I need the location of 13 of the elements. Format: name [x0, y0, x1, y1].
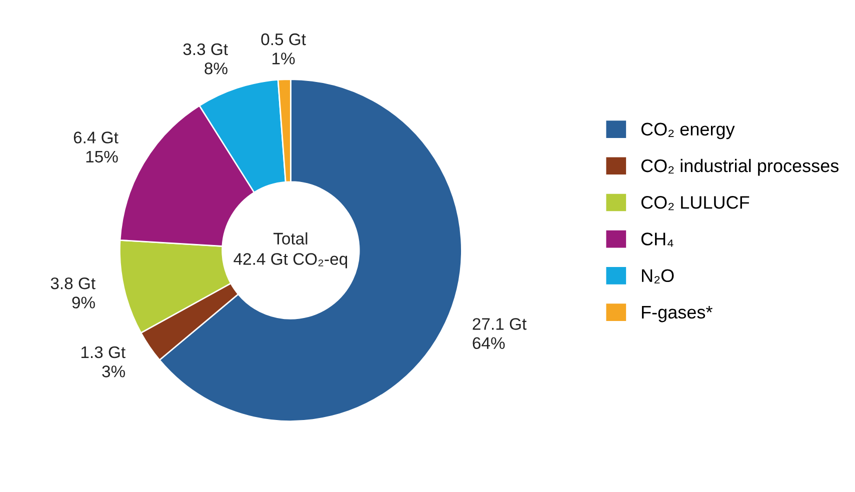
- legend-label: CO₂ energy: [641, 122, 735, 140]
- data-label: 6.4 Gt 15%: [74, 132, 118, 163]
- legend-label: N₂O: [642, 269, 674, 284]
- text: Total 42.4 Gt CO₂-eq: [234, 232, 348, 268]
- data-label: 0.5 Gt 1%: [261, 33, 306, 64]
- legend-label: F-gases*: [642, 306, 712, 322]
- data-label: 1.3 Gt 3%: [81, 346, 126, 378]
- data-label: 3.3 Gt 8%: [183, 43, 228, 74]
- legend-label: CO₂ LULUCF: [641, 196, 750, 210]
- legend-label: CH₄: [641, 232, 674, 247]
- data-label: 3.8 Gt 9%: [50, 277, 96, 308]
- legend-label: CO₂ industrial processes: [641, 158, 839, 176]
- data-label: 27.1 Gt 64%: [472, 318, 526, 350]
